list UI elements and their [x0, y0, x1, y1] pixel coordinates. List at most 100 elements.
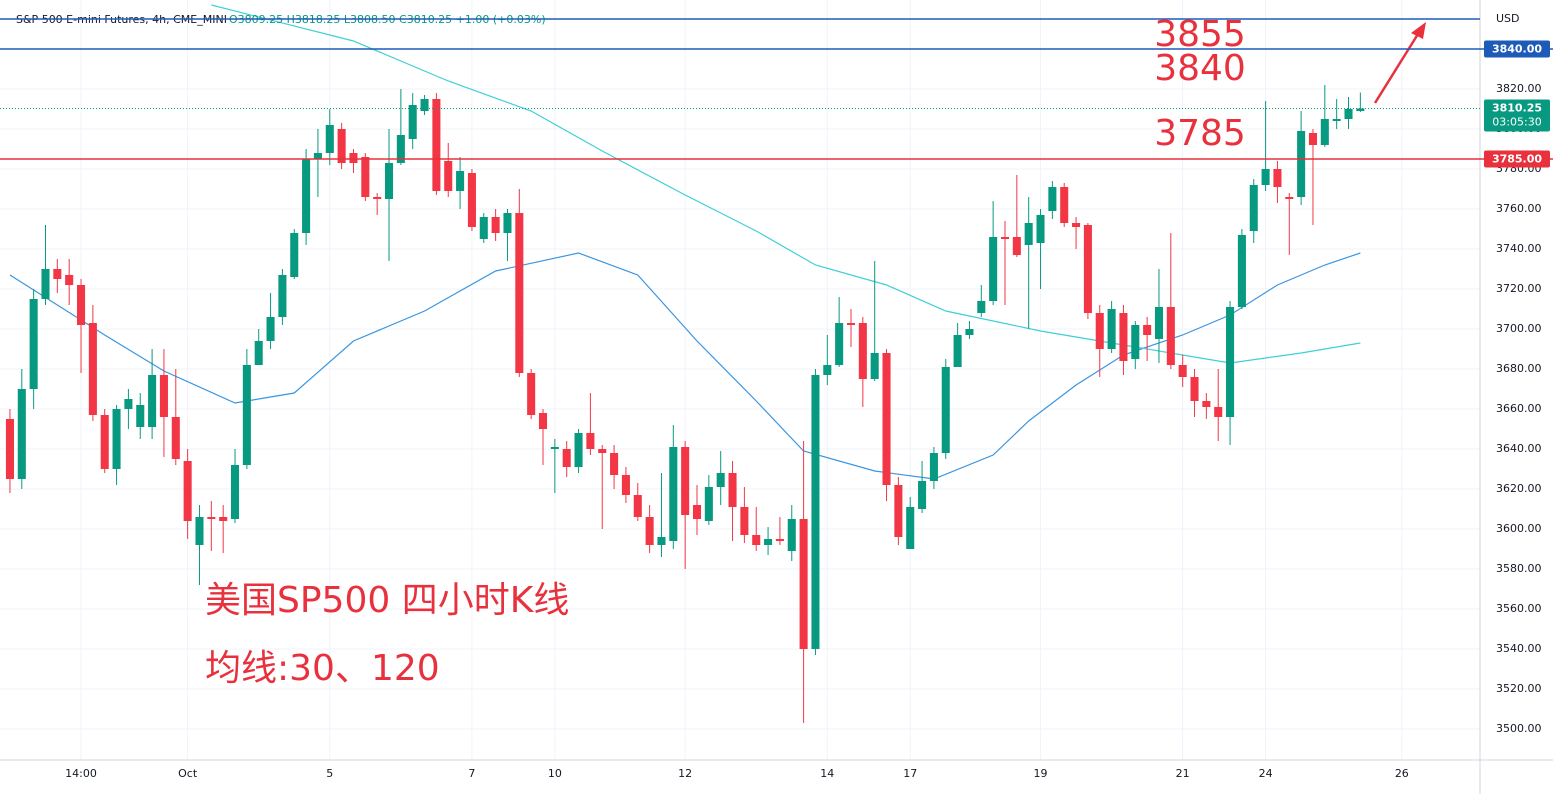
candle-body — [456, 171, 465, 191]
candle-body — [230, 465, 240, 519]
candle-body — [645, 517, 654, 545]
candle-body — [1083, 225, 1092, 313]
candle-body — [1119, 313, 1128, 361]
annotation: 美国SP500 四小时K线 — [205, 580, 569, 621]
candle-body — [752, 535, 761, 545]
candle-body — [1107, 309, 1116, 349]
candle-body — [183, 461, 192, 521]
candle-body — [1048, 187, 1057, 211]
candle-body — [88, 323, 97, 415]
candle-body — [1012, 237, 1021, 255]
moving-average — [211, 4, 1361, 364]
candle-body — [929, 453, 938, 481]
candle-body — [1332, 119, 1341, 121]
y-tick-label: 3600.00 — [1496, 522, 1542, 535]
candle-body — [65, 275, 74, 285]
candle-body — [977, 301, 986, 313]
x-tick-label: 14:00 — [65, 767, 97, 780]
candle-body — [657, 537, 666, 545]
candle-body — [989, 237, 998, 301]
candle-body — [574, 433, 583, 467]
candle-body — [716, 473, 725, 487]
candle-body — [894, 485, 903, 537]
price-label-bg — [1484, 40, 1550, 58]
candle-body — [1297, 131, 1306, 197]
candle-body — [1320, 119, 1329, 145]
countdown: 03:05:30 — [1492, 116, 1541, 129]
candle-body — [1273, 169, 1282, 187]
candle-body — [17, 389, 26, 479]
candle-body — [41, 269, 50, 299]
candle-body — [633, 495, 642, 517]
plot — [5, 4, 1365, 723]
x-tick-label: 12 — [678, 767, 692, 780]
candle-body — [1344, 109, 1353, 119]
candle-body — [136, 405, 145, 427]
candle-body — [396, 135, 405, 163]
x-tick-label: 10 — [548, 767, 562, 780]
arrow — [1373, 33, 1420, 104]
candle-body — [775, 539, 784, 541]
y-tick-label: 3540.00 — [1496, 642, 1542, 655]
level-annotation: 3855 — [1154, 14, 1246, 55]
x-tick-label: 17 — [903, 767, 917, 780]
candle-body — [1261, 169, 1270, 185]
level-annotation: 3840 — [1154, 48, 1246, 89]
candle-body — [858, 323, 867, 379]
candle-body — [1000, 237, 1010, 239]
candle-body — [171, 417, 180, 459]
candle-body — [1024, 223, 1033, 245]
candle-body — [219, 517, 228, 521]
candle-body — [846, 323, 856, 325]
candle-body — [420, 99, 429, 111]
last-price-label: 3810.25 — [1492, 102, 1542, 115]
candle-body — [29, 299, 38, 389]
x-tick-label: Oct — [178, 767, 198, 780]
candle-body — [148, 375, 157, 427]
price-label: 3785.00 — [1492, 153, 1542, 166]
price-label-bg — [1484, 150, 1550, 168]
candle-body — [266, 317, 275, 341]
candle-body — [373, 197, 382, 199]
candle-body — [610, 453, 619, 475]
candle-body — [290, 233, 299, 277]
candle-body — [159, 375, 168, 417]
y-tick-label: 3760.00 — [1496, 202, 1542, 215]
y-tick-label: 3620.00 — [1496, 482, 1542, 495]
candle-body — [811, 375, 820, 649]
candle-body — [740, 507, 749, 535]
candle-body — [1166, 307, 1175, 365]
x-tick-label: 24 — [1259, 767, 1273, 780]
y-tick-label: 3740.00 — [1496, 242, 1542, 255]
candle-body — [941, 367, 950, 453]
candle-body — [195, 517, 204, 545]
candle-body — [1202, 401, 1211, 407]
x-tick-label: 7 — [468, 767, 475, 780]
candle-body — [835, 323, 844, 365]
candle-body — [621, 475, 630, 495]
y-tick-label: 3580.00 — [1496, 562, 1542, 575]
candle-body — [692, 505, 702, 519]
candle-body — [882, 353, 891, 485]
candle-body — [337, 129, 346, 163]
candle-body — [906, 507, 915, 549]
y-tick-label: 3680.00 — [1496, 362, 1542, 375]
y-tick-label: 3640.00 — [1496, 442, 1542, 455]
candle-body — [467, 173, 476, 227]
candle-body — [76, 285, 86, 325]
candle-body — [432, 99, 441, 191]
x-tick-label: 19 — [1034, 767, 1048, 780]
candle-body — [823, 365, 832, 375]
x-tick-label: 21 — [1176, 767, 1190, 780]
level-annotation: 3785 — [1154, 113, 1246, 154]
candle-body — [1237, 235, 1246, 307]
candle-body — [1154, 307, 1164, 339]
candle-body — [1143, 325, 1152, 335]
candle-body — [515, 213, 524, 373]
candle-body — [325, 125, 334, 153]
candle-body — [728, 473, 737, 507]
candle-body — [1060, 187, 1069, 223]
last-price-bg — [1484, 99, 1550, 132]
